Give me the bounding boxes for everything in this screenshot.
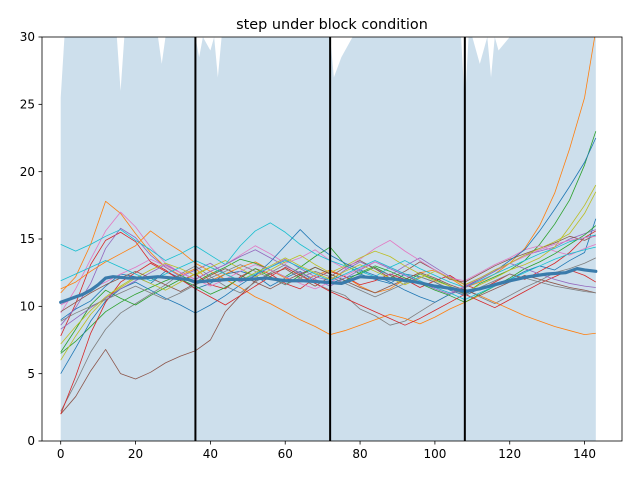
x-tick-label: 100 <box>423 447 446 461</box>
y-tick-label: 30 <box>20 30 35 44</box>
range-band-layer <box>60 37 596 441</box>
y-tick-label: 0 <box>27 434 35 448</box>
mean-line <box>59 267 598 304</box>
range-band <box>60 37 596 441</box>
block-boundary-layer <box>194 37 466 441</box>
x-tick-label: 40 <box>203 447 218 461</box>
axes: 0 20 40 60 80 100 120 140 0 5 10 15 20 25 30 <box>20 30 623 461</box>
y-tick-label: 15 <box>20 232 35 246</box>
chart-title: step under block condition <box>236 17 428 33</box>
x-tick-label: 20 <box>128 447 143 461</box>
y-tick-label: 5 <box>27 367 35 381</box>
y-tick-label: 20 <box>20 165 35 179</box>
y-tick-label: 10 <box>20 300 35 314</box>
x-tick-label: 60 <box>278 447 293 461</box>
plot-area <box>59 37 598 441</box>
x-tick-label: 0 <box>57 447 65 461</box>
mean-layer <box>59 267 598 304</box>
y-tick-label: 25 <box>20 98 35 112</box>
x-tick-label: 140 <box>573 447 596 461</box>
x-tick-label: 120 <box>498 447 521 461</box>
x-tick-label: 80 <box>352 447 367 461</box>
